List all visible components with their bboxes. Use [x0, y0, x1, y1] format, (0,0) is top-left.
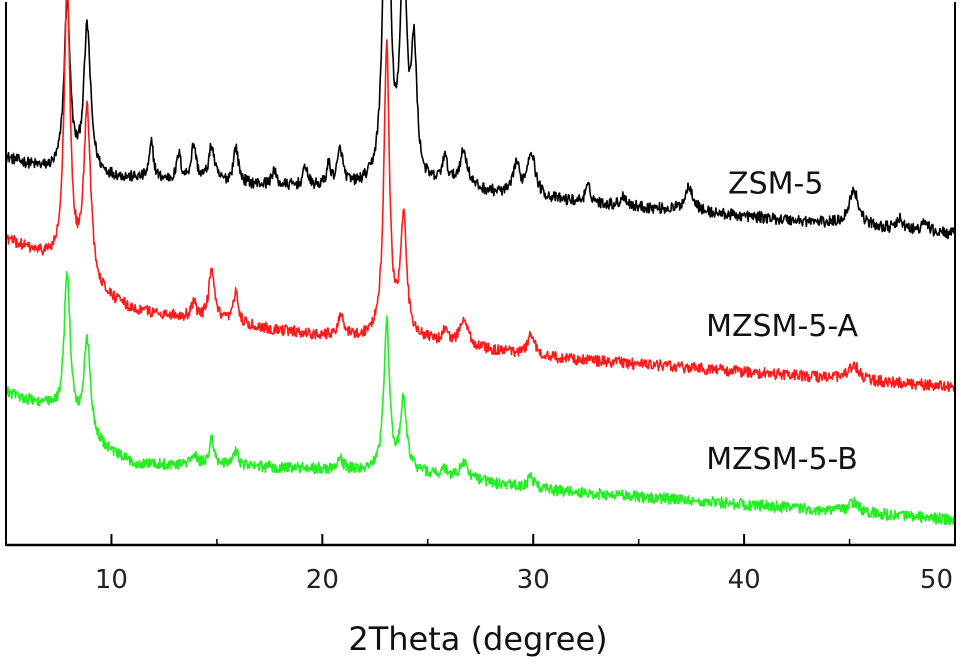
axes-layer — [5, 2, 956, 547]
x-tick-label-20: 20 — [306, 565, 339, 595]
x-tick-label-10: 10 — [95, 565, 128, 595]
series-line-mzsm-5-a — [5, 0, 956, 393]
series-label-mzsm-5-a: MZSM-5-A — [706, 309, 858, 344]
x-tick-label-50: 50 — [920, 565, 953, 595]
x-axis-title: 2Theta (degree) — [348, 620, 607, 658]
series-line-mzsm-5-b — [5, 270, 956, 526]
series-label-mzsm-5-b: MZSM-5-B — [706, 442, 858, 477]
series-labels: ZSM-5 MZSM-5-A MZSM-5-B — [706, 166, 858, 476]
series-label-zsm-5: ZSM-5 — [728, 166, 823, 201]
x-tick-label-40: 40 — [728, 565, 761, 595]
ticks-layer: 10 20 30 40 50 — [5, 534, 956, 595]
series-layer — [5, 0, 956, 526]
x-tick-label-30: 30 — [517, 565, 550, 595]
series-line-zsm-5 — [5, 0, 956, 240]
